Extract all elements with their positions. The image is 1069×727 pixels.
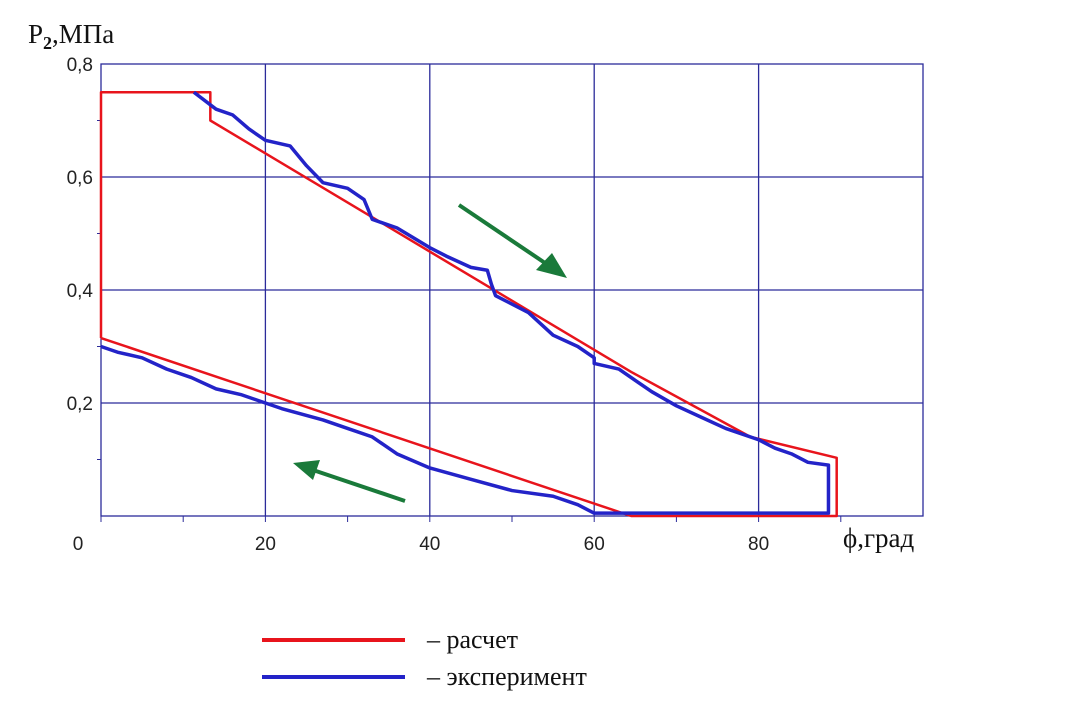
arrow-down-right-icon: [457, 203, 567, 278]
x-tick-label: 40: [419, 534, 440, 555]
x-axis-label: ϕ,град: [843, 523, 915, 553]
arrow-up-left-icon: [293, 460, 406, 503]
grid: [97, 63, 924, 522]
y-axis-label: P2,МПа: [28, 19, 114, 53]
series-calc-line: [99, 91, 838, 518]
x-tick-label: 60: [584, 534, 605, 555]
y-tick-label: 0,6: [67, 168, 93, 189]
y-tick-label: 0,4: [67, 281, 94, 302]
y-tick-label: 0,2: [67, 394, 93, 415]
series: [99, 90, 838, 518]
legend-label-calc: – расчет: [426, 625, 518, 654]
x-tick-label: 20: [255, 534, 276, 555]
y-tick-label: 0,8: [67, 55, 93, 76]
x-tick-label: 0: [73, 534, 84, 555]
tick-labels: 0 20 40 60 80 0,2 0,4 0,6 0,8: [67, 55, 770, 555]
series-experiment-line: [100, 90, 831, 515]
legend-label-exp: – эксперимент: [426, 662, 587, 691]
x-tick-label: 80: [748, 534, 769, 555]
